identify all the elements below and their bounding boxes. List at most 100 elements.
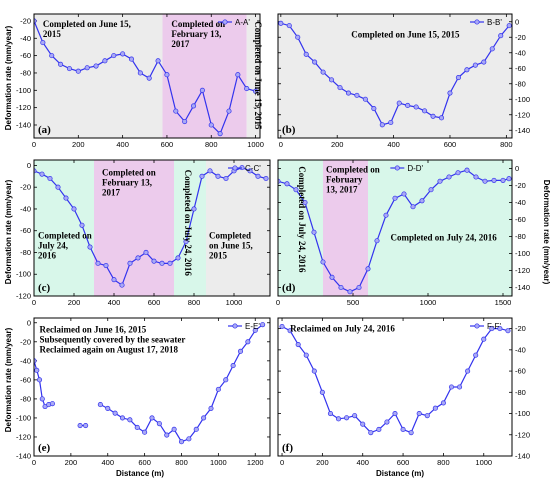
series-group — [34, 165, 269, 288]
x-tick-label: 1000 — [247, 140, 264, 149]
x-tick-label: 200 — [316, 458, 329, 467]
x-tick-label: 1200 — [247, 458, 264, 467]
data-point — [71, 206, 77, 212]
y-tick-label: -100 — [515, 409, 530, 418]
data-point — [135, 255, 141, 261]
legend-marker — [232, 165, 238, 171]
data-point — [303, 352, 309, 358]
plot-frame — [33, 159, 271, 297]
data-point — [481, 59, 487, 65]
x-tick-label: 1500 — [495, 298, 512, 307]
data-point — [47, 175, 53, 182]
annotation-line: 13, 2017 — [326, 184, 358, 194]
y-tick-label: -20 — [20, 16, 31, 25]
data-point — [93, 63, 99, 69]
y-tick-label: -120 — [16, 432, 31, 441]
x-tick-label: 0 — [279, 140, 283, 149]
data-point — [34, 168, 37, 174]
series-group — [278, 20, 512, 128]
data-point — [489, 46, 495, 52]
data-point — [120, 51, 126, 57]
data-point — [311, 229, 317, 235]
data-point — [416, 410, 422, 417]
data-point — [422, 108, 428, 114]
data-point — [207, 168, 213, 174]
data-point — [347, 289, 353, 295]
data-point — [87, 244, 93, 250]
data-point — [320, 69, 326, 75]
annotation-text: Completed on February 13, 2017 — [326, 164, 380, 194]
data-point — [311, 368, 317, 374]
data-point — [186, 436, 192, 442]
annotation-line: Reclaimed on June 16, 2015 — [40, 325, 147, 335]
x-tick-label: 400 — [108, 298, 121, 307]
data-point — [119, 282, 125, 288]
y-tick-label: -100 — [515, 249, 530, 258]
data-point — [34, 18, 37, 24]
x-tick-label: 800 — [175, 458, 188, 467]
data-point — [428, 187, 434, 193]
annotation-line: July 24, — [38, 241, 68, 251]
y-tick-label: -140 — [515, 452, 530, 461]
data-point — [356, 284, 362, 291]
x-tick-label: 600 — [138, 458, 151, 467]
annotation-line: Subsequently covered by the seawater — [40, 335, 186, 345]
chart-panel-b: 0 200 400 600 800 0 -20 -40 -60 -80 -100 -120 -140 Co… — [277, 13, 530, 149]
annotation-line: Completed on June 15, 2015 — [351, 30, 460, 40]
x-tick-label: 1000 — [210, 458, 227, 467]
data-point — [191, 206, 197, 212]
panel-label: (c) — [38, 282, 51, 294]
x-tick-label: 400 — [101, 458, 114, 467]
data-point — [252, 327, 258, 333]
data-point — [127, 417, 133, 423]
x-tick-label: 200 — [68, 298, 81, 307]
data-point — [303, 51, 309, 57]
data-point — [40, 40, 46, 46]
data-point — [482, 178, 488, 184]
data-point — [392, 195, 398, 201]
zone-gray — [206, 160, 270, 296]
data-point — [505, 328, 511, 334]
annotation-line: on June 15, — [209, 241, 253, 251]
data-point — [193, 426, 199, 432]
annotation-line: Completed on — [171, 19, 225, 29]
x-tick-label: 600 — [148, 298, 161, 307]
y-tick-label: -100 — [16, 270, 31, 279]
data-point — [137, 70, 143, 76]
data-point — [183, 239, 189, 245]
annotation-text: Completed on June 15, 2015 — [253, 21, 263, 130]
annotation-text: Completed on July 24, 2016 — [297, 166, 307, 273]
data-point — [440, 400, 446, 406]
y-tick-label: -40 — [20, 356, 31, 365]
y-tick-label: -100 — [16, 86, 31, 95]
y-tick-label: -40 — [515, 48, 526, 57]
data-point — [102, 58, 108, 64]
data-point — [226, 108, 232, 114]
data-point — [128, 56, 135, 62]
data-point — [146, 75, 152, 81]
y-tick-label: -80 — [515, 79, 526, 88]
data-point — [75, 68, 81, 74]
data-point — [178, 439, 185, 445]
annotation-line: 2015 — [209, 251, 228, 261]
data-point — [396, 100, 402, 106]
data-point — [424, 413, 430, 419]
annotation-line: Reclaimed on July 24, 2016 — [290, 323, 395, 333]
annotation-text: Reclaimed on July 24, 2016 — [290, 323, 395, 333]
data-point — [34, 358, 37, 364]
data-point — [345, 90, 352, 96]
chart-panel-a: 0 200 400 600 800 1000 -20 -40 -60 -80 -100 -120 -14… — [16, 13, 264, 149]
data-point — [344, 415, 350, 421]
data-point — [455, 170, 461, 176]
data-point — [293, 187, 299, 193]
data-point — [95, 260, 101, 266]
data-point — [384, 419, 390, 425]
annotation-line: 2017 — [171, 39, 190, 49]
data-point — [438, 115, 445, 121]
annotation-line: 2016 — [38, 251, 57, 261]
data-point — [127, 260, 133, 266]
y-tick-label: -60 — [20, 375, 31, 384]
series-group — [34, 322, 266, 445]
annotation-text: Completed on February 13, 2017 — [171, 19, 225, 49]
data-point — [400, 426, 406, 433]
